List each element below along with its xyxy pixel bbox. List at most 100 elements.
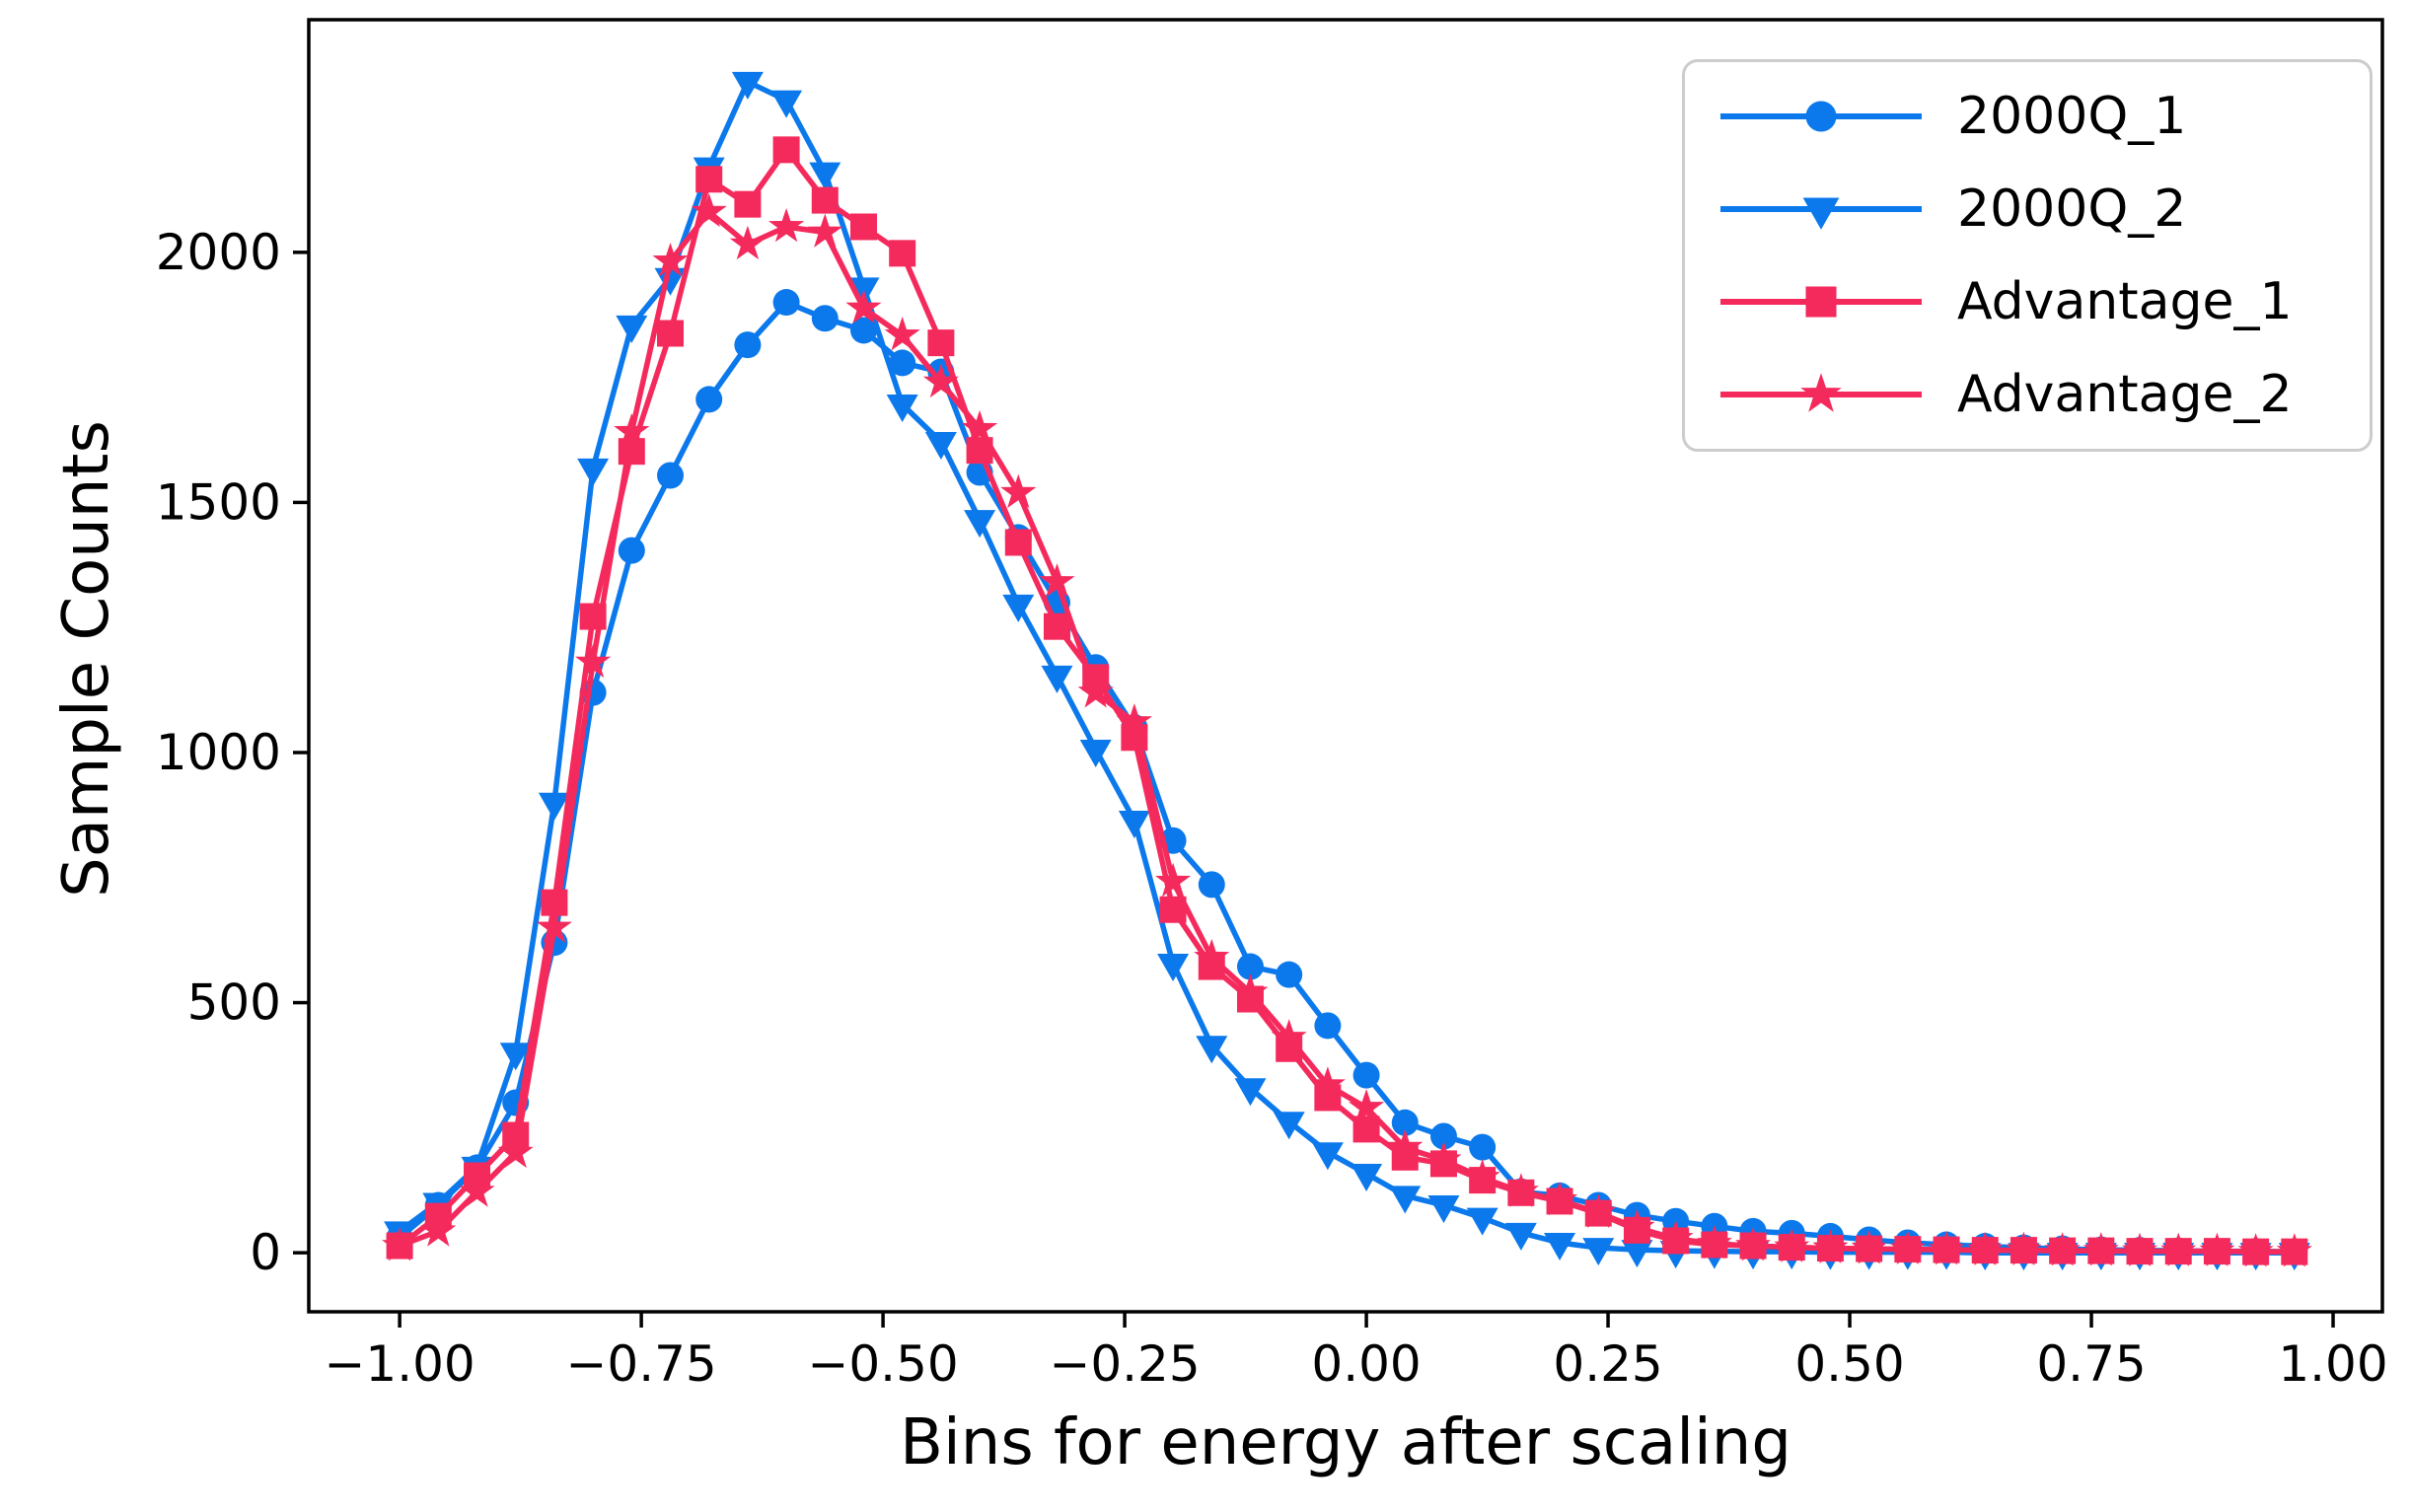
star-marker (1774, 1228, 1810, 1262)
triangle-down-marker (499, 1043, 532, 1071)
y-tick-label: 500 (187, 974, 281, 1032)
star-marker (2006, 1231, 2042, 1265)
x-tick-label: 0.25 (1553, 1335, 1662, 1393)
x-axis-ticks: −1.00 −0.75 −0.50 −0.25 0.00 0.25 0.50 0.75 1.00 (324, 1312, 2388, 1393)
triangle-down-marker (1273, 1112, 1305, 1140)
circle-marker (1429, 1122, 1457, 1150)
legend-swatch-circle (1720, 101, 1922, 132)
star-marker (884, 317, 920, 351)
star-marker (1657, 1220, 1694, 1255)
legend-label: Advantage_2 (1957, 365, 2293, 424)
star-marker (2276, 1233, 2312, 1267)
triangle-down-marker (1621, 1240, 1653, 1268)
y-axis-label: Sample Counts (50, 420, 123, 898)
triangle-down-marker (731, 71, 764, 100)
square-marker (695, 166, 723, 193)
star-marker (922, 363, 959, 398)
star-marker (845, 289, 882, 324)
star-marker (1619, 1208, 1655, 1244)
x-tick-label: 1.00 (2278, 1335, 2387, 1393)
triangle-down-marker (1427, 1194, 1460, 1223)
star-marker (1155, 862, 1192, 898)
star-marker (2237, 1233, 2274, 1267)
square-marker (889, 240, 916, 267)
star-marker (1271, 1019, 1307, 1053)
x-tick-label: −0.75 (565, 1335, 716, 1393)
triangle-down-marker (616, 315, 648, 343)
series-Advantage_2 (382, 192, 2312, 1267)
triangle-down-marker (1351, 1164, 1383, 1192)
triangle-down-marker (654, 267, 687, 296)
triangle-down-marker (1234, 1078, 1267, 1107)
triangle-down-marker (1157, 954, 1190, 982)
star-marker (575, 643, 612, 679)
x-tick-label: −1.00 (324, 1335, 475, 1393)
star-marker (1580, 1193, 1617, 1228)
circle-marker (811, 305, 839, 332)
star-marker (691, 192, 727, 228)
star-marker (1000, 473, 1037, 509)
circle-marker (695, 386, 723, 413)
star-marker (1116, 703, 1152, 738)
star-marker (1800, 373, 1842, 412)
star-marker (536, 908, 572, 943)
triangle-down-marker (1466, 1207, 1498, 1236)
circle-marker (849, 317, 877, 344)
triangle-down-marker (1311, 1142, 1344, 1171)
legend-item-2000Q_2: 2000Q_2 (1685, 178, 2370, 241)
star-marker (614, 412, 650, 448)
triangle-down-marker (1802, 197, 1840, 230)
triangle-down-marker (924, 432, 957, 461)
circle-marker (1805, 101, 1837, 132)
circle-marker (772, 289, 800, 317)
legend-label: Advantage_1 (1957, 272, 2293, 331)
legend-item-2000Q_1: 2000Q_1 (1685, 85, 2370, 148)
triangle-down-marker (577, 458, 610, 486)
star-marker (1464, 1159, 1500, 1193)
triangle-down-marker (1041, 665, 1073, 693)
star-marker (1039, 563, 1075, 598)
triangle-down-marker (538, 792, 570, 821)
star-marker (2082, 1232, 2119, 1266)
x-tick-label: −0.25 (1049, 1335, 1200, 1393)
star-marker (729, 225, 766, 260)
star-marker (962, 409, 998, 445)
triangle-down-marker (1504, 1222, 1537, 1251)
legend-swatch-triangle-down (1720, 197, 1922, 230)
square-marker (657, 320, 685, 347)
star-marker (652, 243, 689, 277)
triangle-down-marker (964, 510, 996, 539)
square-marker (772, 136, 800, 164)
circle-marker (1276, 961, 1303, 988)
x-axis-label: Bins for energy after scaling (900, 1406, 1791, 1479)
circle-marker (1469, 1133, 1497, 1161)
star-marker (1696, 1225, 1732, 1260)
star-marker (1542, 1181, 1578, 1216)
star-marker (1349, 1089, 1385, 1123)
circle-marker (1236, 953, 1264, 980)
square-marker (1043, 612, 1070, 640)
star-marker (807, 213, 843, 248)
circle-marker (1391, 1109, 1419, 1136)
x-tick-label: 0.00 (1311, 1335, 1421, 1393)
star-marker (1812, 1229, 1849, 1263)
triangle-down-marker (809, 162, 841, 190)
star-marker (1889, 1230, 1926, 1264)
star-marker (1425, 1141, 1462, 1176)
star-marker (1851, 1230, 1887, 1264)
star-marker (1929, 1231, 1965, 1265)
y-tick-label: 2000 (156, 224, 281, 281)
circle-marker (1352, 1061, 1380, 1089)
star-marker (497, 1133, 534, 1169)
star-marker (2122, 1232, 2158, 1266)
triangle-down-marker (886, 395, 918, 423)
star-marker (1967, 1231, 2004, 1265)
legend-label: 2000Q_1 (1957, 87, 2187, 146)
star-marker (420, 1212, 457, 1247)
star-marker (1077, 674, 1114, 708)
star-marker (768, 208, 805, 243)
star-marker (1502, 1173, 1539, 1207)
triangle-down-marker (1079, 739, 1112, 767)
